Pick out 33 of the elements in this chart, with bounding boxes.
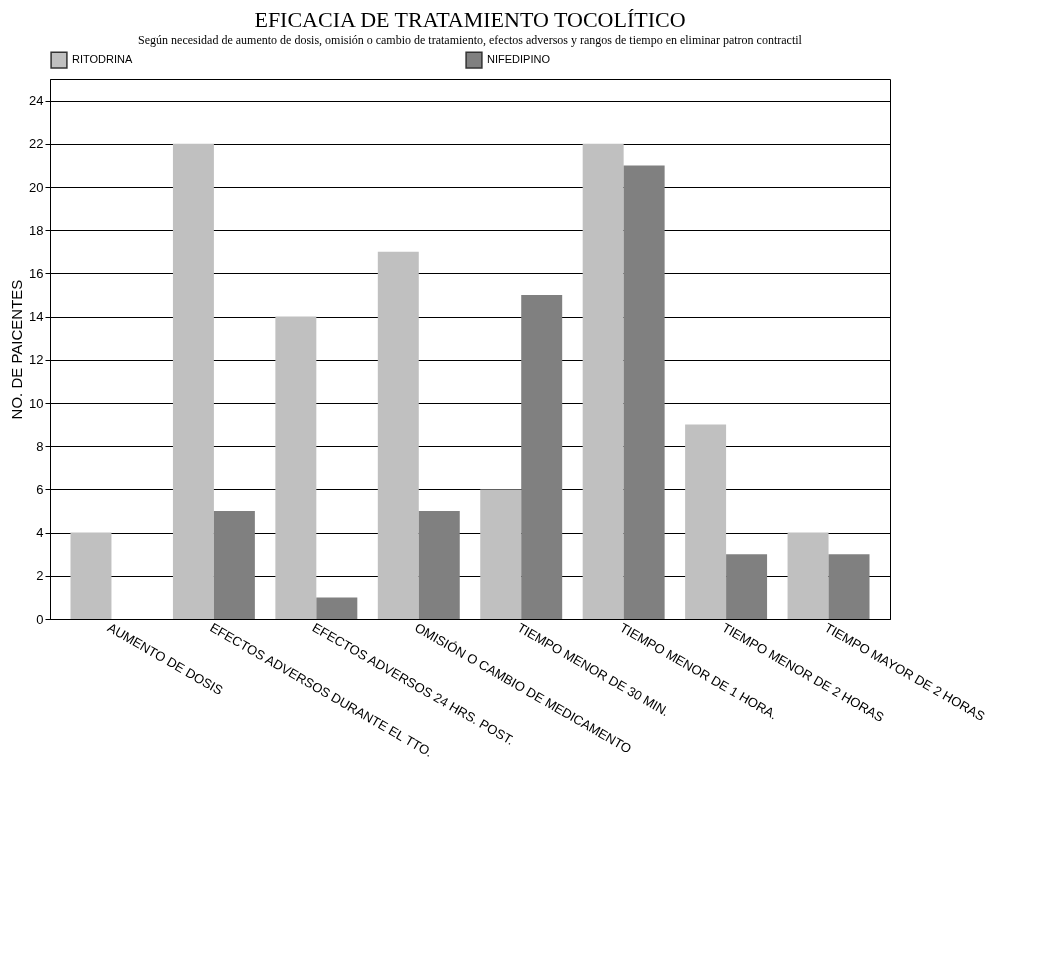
bar: [316, 597, 358, 619]
bar: [418, 511, 460, 619]
bar: [213, 511, 255, 619]
y-tick-label: 16: [29, 265, 44, 281]
bar: [685, 424, 727, 619]
y-tick-label: 8: [36, 438, 44, 454]
legend-label: RITODRINA: [72, 53, 133, 66]
y-tick-label: 6: [36, 481, 44, 497]
chart-subtitle: Según necesidad de aumento de dosis, omisión o cambio de tratamiento, efectos adversos y rangos de tiempo en eliminar patron contractil: [138, 33, 803, 47]
y-tick-label: 20: [29, 179, 44, 195]
y-tick-label: 10: [29, 395, 44, 411]
bar: [377, 251, 419, 619]
bar: [828, 554, 870, 619]
bar: [521, 295, 563, 619]
bar: [70, 532, 112, 619]
bar: [582, 143, 624, 619]
y-tick-label: 2: [36, 568, 44, 584]
bar: [480, 489, 522, 619]
y-tick-label: 12: [29, 352, 44, 368]
bar: [787, 532, 829, 619]
bar: [623, 165, 665, 619]
bar: [726, 554, 768, 619]
y-tick-label: 18: [29, 222, 44, 238]
y-tick-label: 14: [29, 309, 44, 325]
bar: [275, 316, 317, 619]
y-tick-label: 22: [29, 136, 44, 152]
bar: [172, 143, 214, 619]
y-tick-label: 24: [29, 93, 44, 109]
y-axis-title: NO. DE PAICENTES: [8, 279, 26, 420]
y-tick-label: 0: [36, 611, 44, 627]
chart-title: EFICACIA DE TRATAMIENTO TOCOLÍTICO: [254, 7, 686, 32]
legend-label: NIFEDIPINO: [487, 53, 551, 66]
y-tick-label: 4: [36, 525, 44, 541]
